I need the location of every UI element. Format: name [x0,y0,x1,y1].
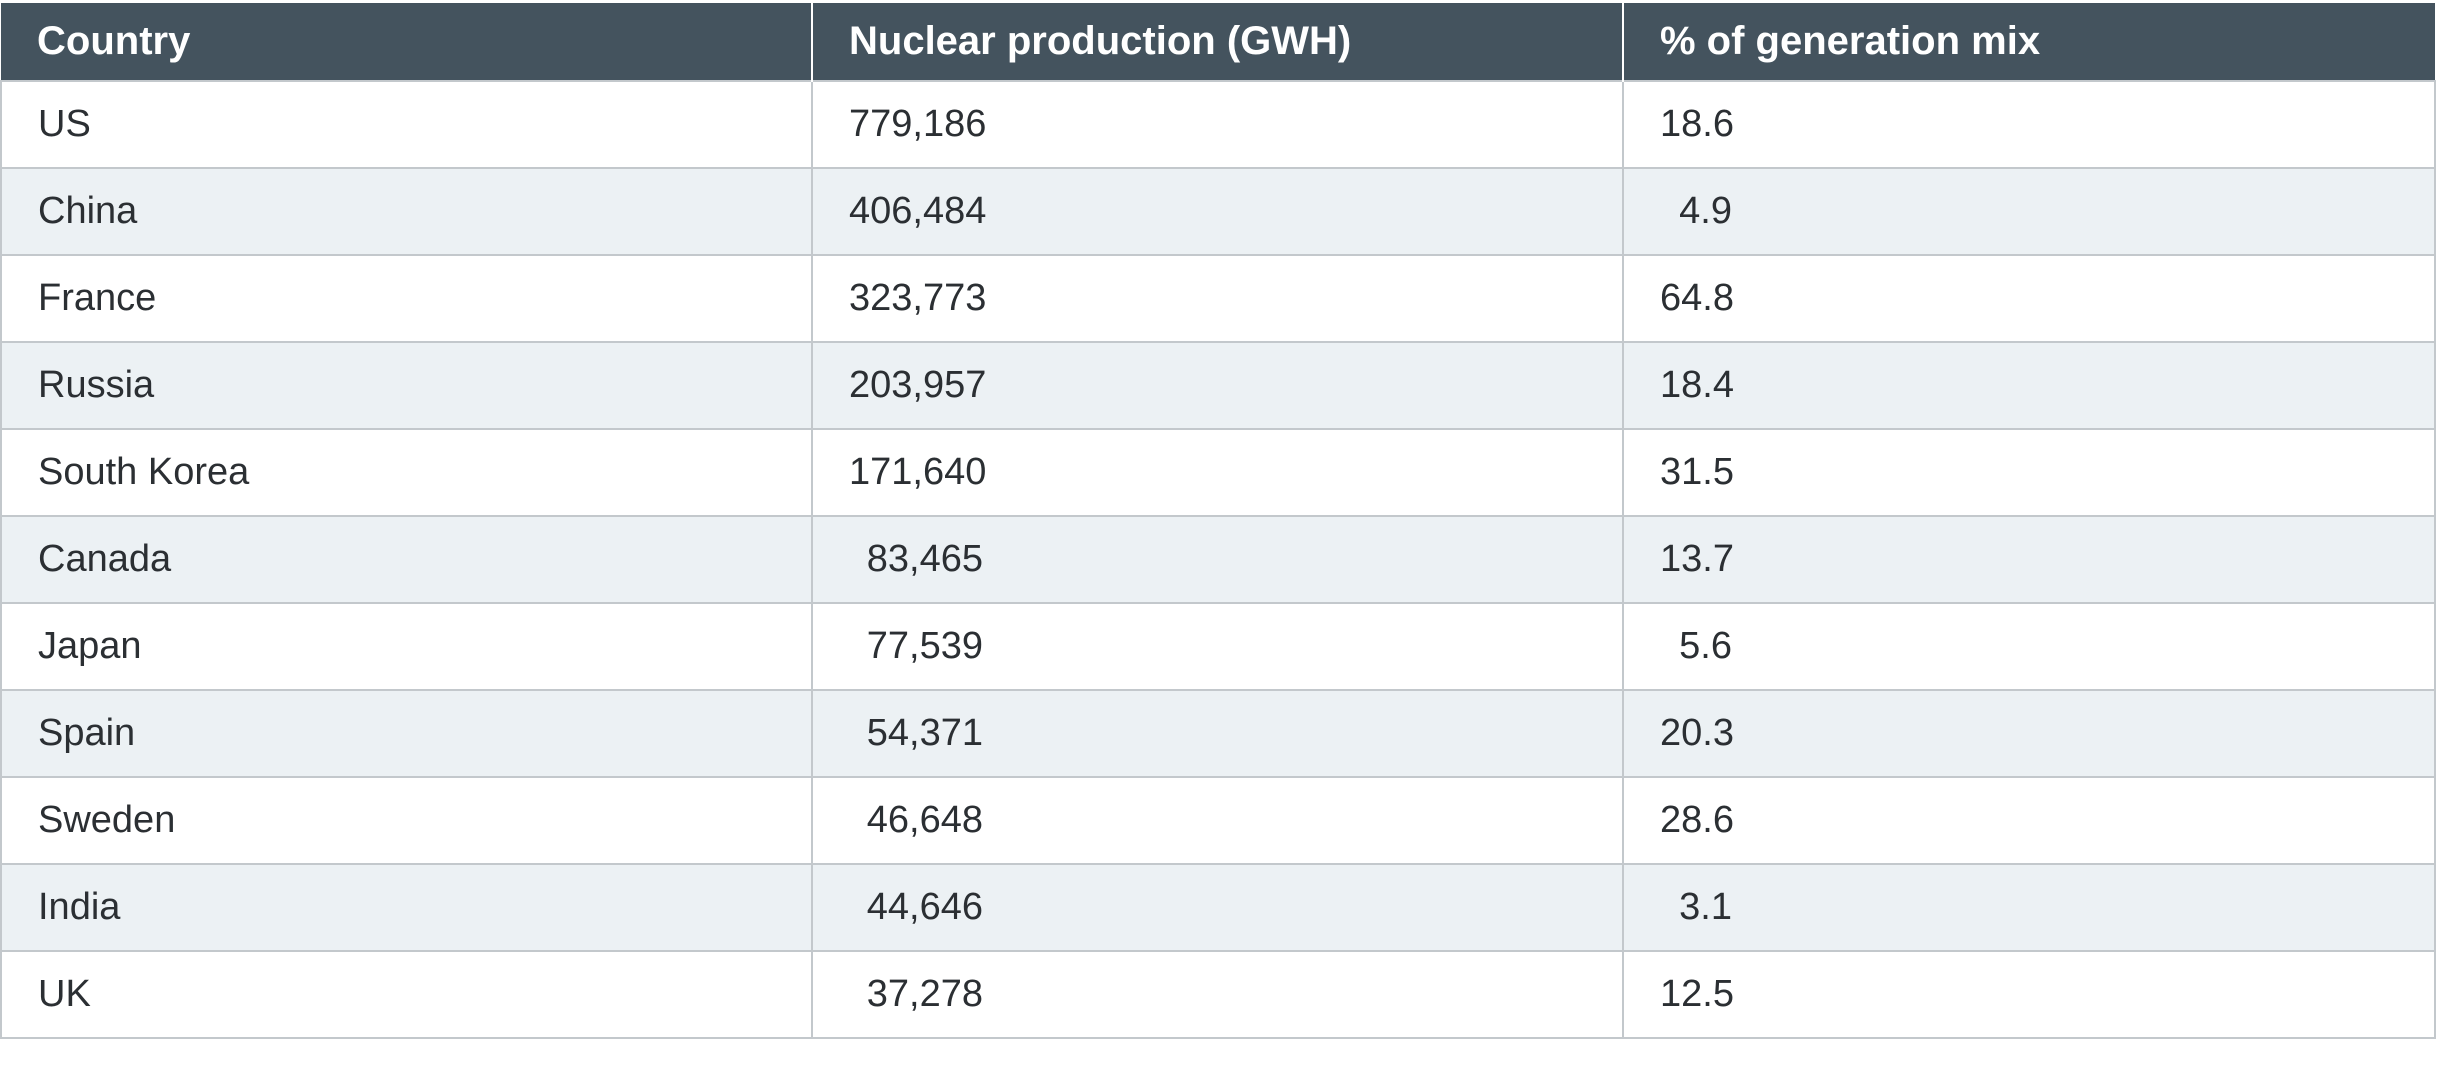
table-row: Sweden 46,648 28.6 [0,776,2436,865]
table-row: Spain 54,371 20.3 [0,689,2436,778]
share-value: 3.1 [1679,886,1732,928]
production-value: 203,957 [849,364,987,406]
column-header-country: Country [1,3,812,81]
cell-production: 171,640 [811,428,1624,517]
production-value: 323,773 [849,277,987,319]
production-value: 77,539 [866,625,983,667]
cell-share: 18.4 [1622,341,2436,430]
table-row: South Korea 171,640 31.5 [0,428,2436,517]
cell-share: 20.3 [1622,689,2436,778]
column-header-production: Nuclear production (GWH) [811,3,1623,81]
table-row: France 323,773 64.8 [0,254,2436,343]
cell-country: UK [0,950,813,1039]
cell-production: 46,648 [811,776,1624,865]
table-row: China 406,484 4.9 [0,167,2436,256]
cell-country: Sweden [0,776,813,865]
share-value: 5.6 [1679,625,1732,667]
cell-country: India [0,863,813,952]
cell-production: 323,773 [811,254,1624,343]
cell-production: 779,186 [811,80,1624,169]
cell-production: 37,278 [811,950,1624,1039]
share-value: 18.6 [1660,103,1734,145]
cell-country: US [0,80,813,169]
cell-share: 4.9 [1622,167,2436,256]
production-value: 37,278 [866,973,983,1015]
production-value: 779,186 [849,103,987,145]
cell-share: 5.6 [1622,602,2436,691]
cell-share: 64.8 [1622,254,2436,343]
table-body: US 779,186 18.6 China 406,484 4.9 France 323,77… [0,80,2436,1039]
share-value: 64.8 [1660,277,1734,319]
share-value: 13.7 [1660,538,1734,580]
share-value: 4.9 [1679,190,1732,232]
share-value: 12.5 [1660,973,1734,1015]
cell-production: 83,465 [811,515,1624,604]
table-row: Canada 83,465 13.7 [0,515,2436,604]
share-value: 28.6 [1660,799,1734,841]
table-row: Russia 203,957 18.4 [0,341,2436,430]
cell-production: 54,371 [811,689,1624,778]
share-value: 31.5 [1660,451,1734,493]
production-value: 406,484 [849,190,987,232]
production-value: 46,648 [866,799,983,841]
production-value: 171,640 [849,451,987,493]
cell-production: 77,539 [811,602,1624,691]
header-row: Country Nuclear production (GWH) % of ge… [1,3,2435,81]
cell-share: 12.5 [1622,950,2436,1039]
cell-country: France [0,254,813,343]
cell-country: China [0,167,813,256]
cell-share: 31.5 [1622,428,2436,517]
table-row: US 779,186 18.6 [0,80,2436,169]
cell-country: South Korea [0,428,813,517]
cell-share: 18.6 [1622,80,2436,169]
table-header: Country Nuclear production (GWH) % of ge… [1,3,2435,81]
share-value: 18.4 [1660,364,1734,406]
nuclear-production-table-container: Country Nuclear production (GWH) % of ge… [0,3,2436,1039]
cell-share: 3.1 [1622,863,2436,952]
cell-production: 406,484 [811,167,1624,256]
cell-production: 44,646 [811,863,1624,952]
production-value: 44,646 [866,886,983,928]
column-header-share: % of generation mix [1622,3,2435,81]
table-row: UK 37,278 12.5 [0,950,2436,1039]
share-value: 20.3 [1660,712,1734,754]
table-row: Japan 77,539 5.6 [0,602,2436,691]
cell-country: Canada [0,515,813,604]
cell-country: Japan [0,602,813,691]
cell-share: 28.6 [1622,776,2436,865]
table-row: India 44,646 3.1 [0,863,2436,952]
production-value: 83,465 [866,538,983,580]
cell-country: Russia [0,341,813,430]
cell-country: Spain [0,689,813,778]
production-value: 54,371 [866,712,983,754]
nuclear-production-table: Country Nuclear production (GWH) % of ge… [0,3,2436,1039]
cell-share: 13.7 [1622,515,2436,604]
cell-production: 203,957 [811,341,1624,430]
